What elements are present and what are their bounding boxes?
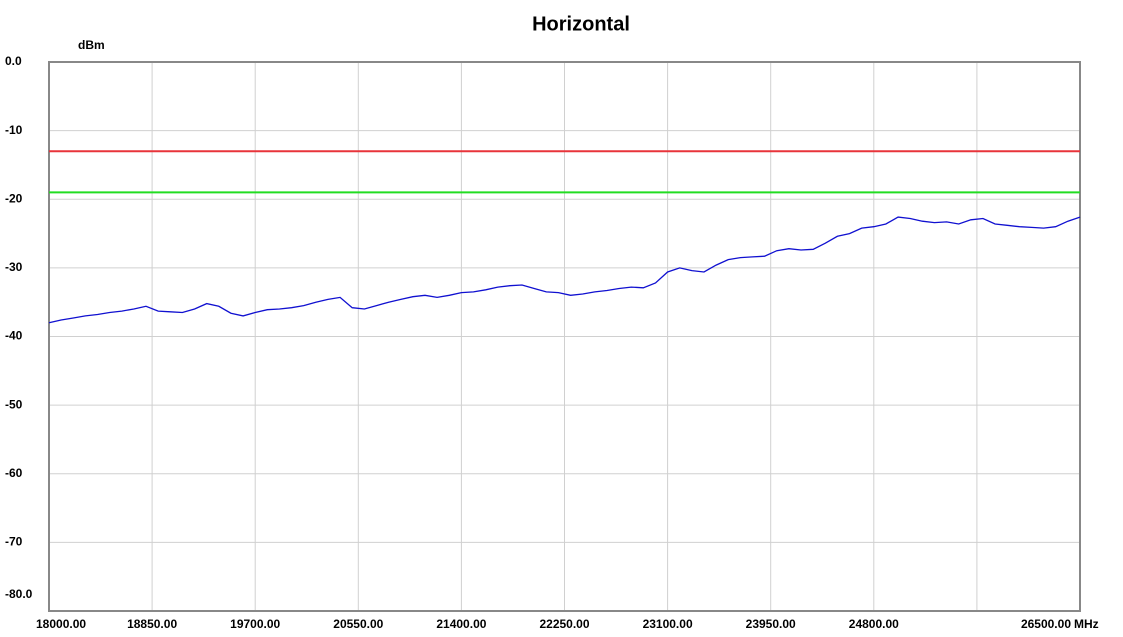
x-tick-label: 21400.00 bbox=[436, 617, 486, 631]
x-tick-label: 22250.00 bbox=[539, 617, 589, 631]
x-tick-label: 23100.00 bbox=[643, 617, 693, 631]
y-tick-label: -40 bbox=[5, 329, 23, 343]
y-tick-label: -60 bbox=[5, 466, 23, 480]
x-tick-label: 19700.00 bbox=[230, 617, 280, 631]
x-tick-label: 26500.00 bbox=[1021, 617, 1071, 631]
chart-title: Horizontal bbox=[532, 13, 630, 35]
x-tick-label: 23950.00 bbox=[746, 617, 796, 631]
x-unit: MHz bbox=[1074, 617, 1099, 631]
x-tick-label: 18000.00 bbox=[36, 617, 86, 631]
trace bbox=[48, 216, 1081, 324]
y-tick-label: -70 bbox=[5, 535, 23, 549]
x-tick-label: 20550.00 bbox=[333, 617, 383, 631]
y-tick-label: -30 bbox=[5, 260, 23, 274]
y-tick-label: -50 bbox=[5, 397, 23, 411]
x-tick-label: 18850.00 bbox=[127, 617, 177, 631]
y-unit: dBm bbox=[78, 38, 105, 52]
y-tick-label: -10 bbox=[5, 123, 23, 137]
y-tick-label: -20 bbox=[5, 191, 23, 205]
plot-frame bbox=[48, 61, 1081, 612]
y-tick-label: -80.0 bbox=[5, 587, 33, 601]
y-tick-label: 0.0 bbox=[5, 54, 22, 68]
x-tick-label: 24800.00 bbox=[849, 617, 899, 631]
